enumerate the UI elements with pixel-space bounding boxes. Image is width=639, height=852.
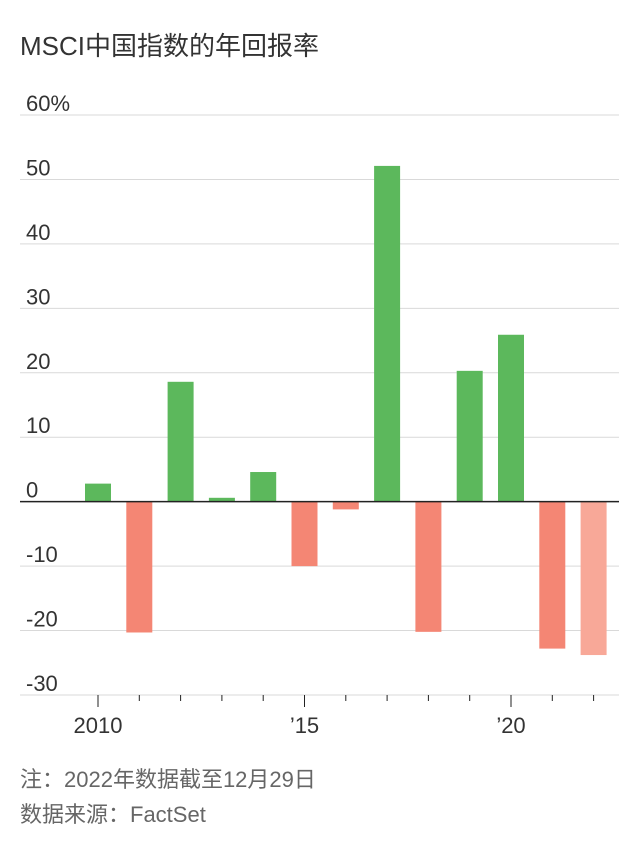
x-tick-label: ’20 [496, 713, 525, 738]
footnote-note: 注：2022年数据截至12月29日 [20, 767, 316, 792]
bar-2022 [580, 501, 607, 656]
y-tick-label: 20 [26, 349, 50, 374]
bar-2020 [498, 334, 524, 502]
bar-2021 [539, 501, 566, 649]
y-tick-label: 60% [26, 91, 70, 116]
bar-2017 [374, 165, 401, 502]
chart-title: MSCI中国指数的年回报率 [20, 31, 320, 61]
y-tick-label: 10 [26, 413, 50, 438]
x-tick-label: 2010 [74, 713, 123, 738]
y-axis-labels: 60% 50 40 30 20 10 0 -10 -20 -30 [26, 91, 70, 696]
bar-2015 [291, 501, 318, 567]
bars [85, 165, 607, 656]
y-tick-label: -10 [26, 542, 58, 567]
bar-2016 [332, 501, 359, 510]
y-tick-label: 50 [26, 155, 50, 180]
y-tick-label: -20 [26, 607, 58, 632]
x-axis: 2010 ’15 ’20 [20, 500, 619, 738]
bar-2013 [208, 497, 235, 502]
bar-2018 [415, 501, 442, 632]
bar-2012 [167, 381, 194, 502]
bar-2019 [456, 370, 483, 502]
x-tick-label: ’15 [290, 713, 319, 738]
bar-2011 [126, 501, 153, 633]
bar-2010 [85, 483, 111, 502]
y-tick-label: -30 [26, 671, 58, 696]
bar-2014 [250, 472, 277, 502]
footnote-source: 数据来源：FactSet [20, 802, 206, 827]
y-tick-label: 30 [26, 284, 50, 309]
y-tick-label: 0 [26, 478, 38, 503]
gridlines [20, 114, 619, 696]
y-tick-label: 40 [26, 220, 50, 245]
